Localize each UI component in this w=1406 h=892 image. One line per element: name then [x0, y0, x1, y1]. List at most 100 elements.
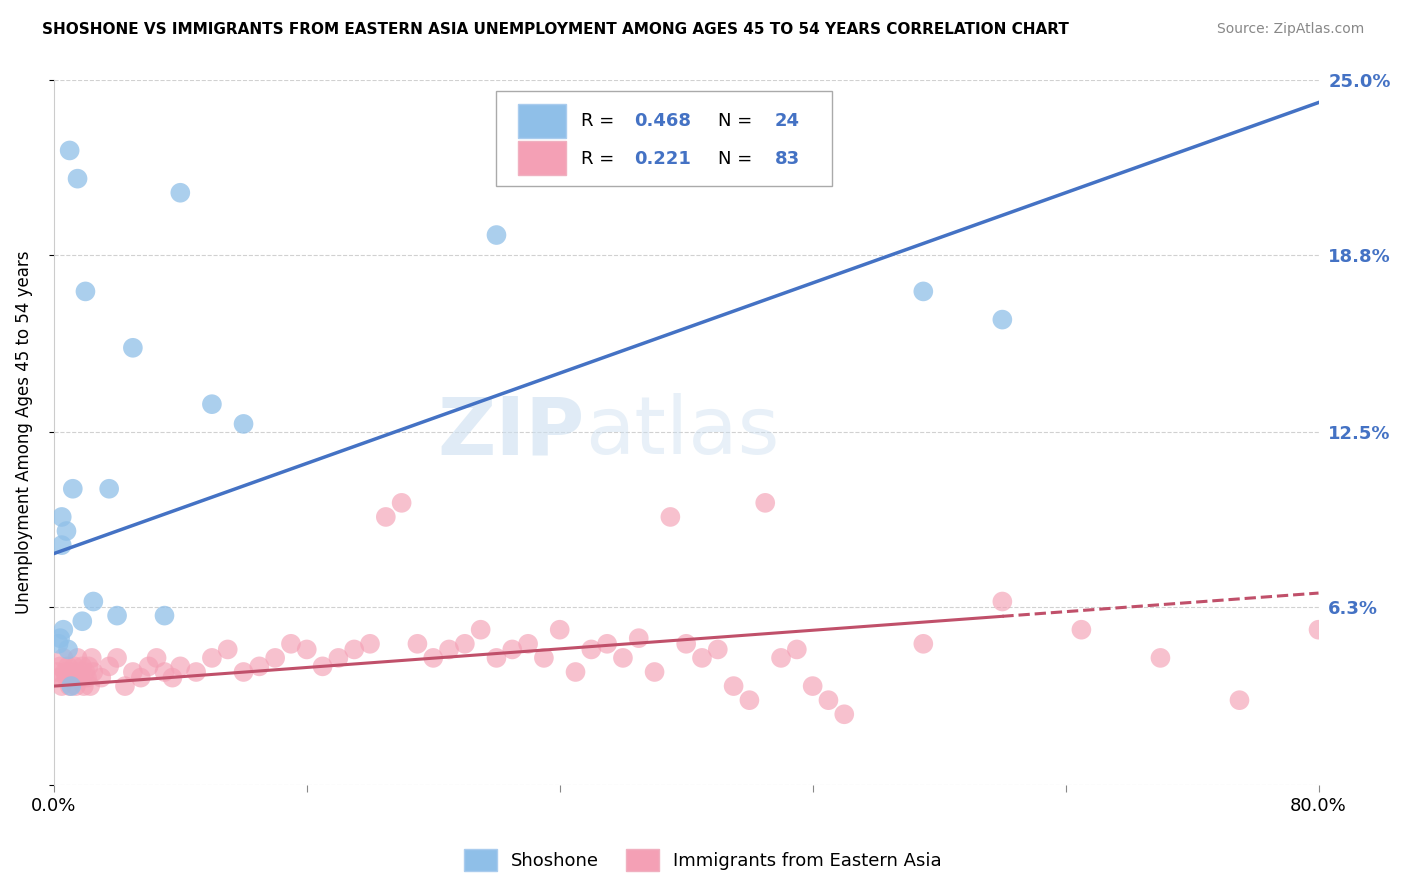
Point — [201, 651, 224, 665]
Point — [72, 659, 94, 673]
Point — [122, 665, 145, 679]
Point — [201, 397, 224, 411]
Point — [517, 637, 540, 651]
Point — [90, 671, 112, 685]
Point — [69, 671, 91, 685]
Point — [73, 679, 96, 693]
Point — [343, 642, 366, 657]
Point — [66, 171, 89, 186]
Point — [723, 679, 745, 693]
Point — [533, 651, 555, 665]
Point — [52, 651, 75, 665]
FancyBboxPatch shape — [496, 91, 831, 186]
Point — [659, 510, 682, 524]
Point — [75, 665, 97, 679]
Point — [53, 665, 76, 679]
Point — [67, 665, 90, 679]
FancyBboxPatch shape — [517, 141, 567, 175]
Point — [63, 659, 86, 673]
Point — [786, 642, 808, 657]
Point — [359, 637, 381, 651]
Point — [49, 631, 72, 645]
Text: N =: N = — [718, 150, 758, 168]
Point — [138, 659, 160, 673]
Point — [437, 642, 460, 657]
Point — [801, 679, 824, 693]
Point — [280, 637, 302, 651]
Point — [501, 642, 523, 657]
Point — [247, 659, 270, 673]
Point — [612, 651, 634, 665]
Text: Source: ZipAtlas.com: Source: ZipAtlas.com — [1216, 22, 1364, 37]
Text: R =: R = — [581, 150, 620, 168]
Point — [82, 665, 104, 679]
Point — [75, 285, 97, 299]
Point — [48, 637, 70, 651]
Point — [912, 285, 935, 299]
Text: SHOSHONE VS IMMIGRANTS FROM EASTERN ASIA UNEMPLOYMENT AMONG AGES 45 TO 54 YEARS : SHOSHONE VS IMMIGRANTS FROM EASTERN ASIA… — [42, 22, 1069, 37]
Point — [454, 637, 477, 651]
Point — [114, 679, 136, 693]
Point — [51, 679, 73, 693]
Point — [60, 665, 83, 679]
Point — [65, 679, 87, 693]
Point — [406, 637, 429, 651]
Y-axis label: Unemployment Among Ages 45 to 54 years: Unemployment Among Ages 45 to 54 years — [15, 251, 32, 614]
Point — [485, 227, 508, 242]
Point — [153, 608, 176, 623]
Point — [581, 642, 603, 657]
Point — [169, 659, 191, 673]
Point — [79, 679, 101, 693]
Point — [644, 665, 666, 679]
Point — [217, 642, 239, 657]
Point — [55, 524, 77, 538]
Point — [991, 312, 1014, 326]
Point — [627, 631, 650, 645]
Point — [56, 659, 79, 673]
Point — [675, 637, 697, 651]
Point — [62, 671, 84, 685]
Point — [769, 651, 792, 665]
Point — [754, 496, 776, 510]
FancyBboxPatch shape — [517, 104, 567, 137]
Point — [470, 623, 492, 637]
Text: N =: N = — [718, 112, 758, 130]
Point — [51, 510, 73, 524]
Point — [1229, 693, 1251, 707]
Point — [72, 614, 94, 628]
Text: ZIP: ZIP — [437, 393, 585, 471]
Point — [391, 496, 413, 510]
Text: atlas: atlas — [585, 393, 779, 471]
Point — [232, 665, 254, 679]
Point — [596, 637, 619, 651]
Point — [264, 651, 287, 665]
Point — [98, 482, 121, 496]
Point — [832, 707, 855, 722]
Point — [105, 651, 128, 665]
Point — [153, 665, 176, 679]
Point — [548, 623, 571, 637]
Point — [77, 659, 100, 673]
Point — [59, 679, 82, 693]
Point — [48, 671, 70, 685]
Point — [46, 665, 69, 679]
Point — [76, 671, 98, 685]
Point — [66, 651, 89, 665]
Point — [129, 671, 152, 685]
Point — [1070, 623, 1092, 637]
Point — [59, 144, 82, 158]
Point — [912, 637, 935, 651]
Point — [80, 651, 103, 665]
Point — [184, 665, 207, 679]
Point — [1149, 651, 1171, 665]
Text: 24: 24 — [775, 112, 800, 130]
Point — [738, 693, 761, 707]
Text: 83: 83 — [775, 150, 800, 168]
Point — [52, 623, 75, 637]
Point — [311, 659, 333, 673]
Point — [162, 671, 184, 685]
Point — [105, 608, 128, 623]
Point — [1308, 623, 1330, 637]
Point — [98, 659, 121, 673]
Point — [145, 651, 167, 665]
